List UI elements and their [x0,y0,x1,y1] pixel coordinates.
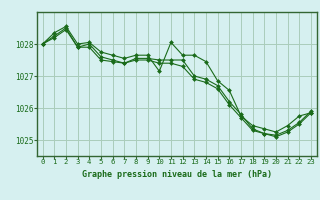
X-axis label: Graphe pression niveau de la mer (hPa): Graphe pression niveau de la mer (hPa) [82,170,272,179]
